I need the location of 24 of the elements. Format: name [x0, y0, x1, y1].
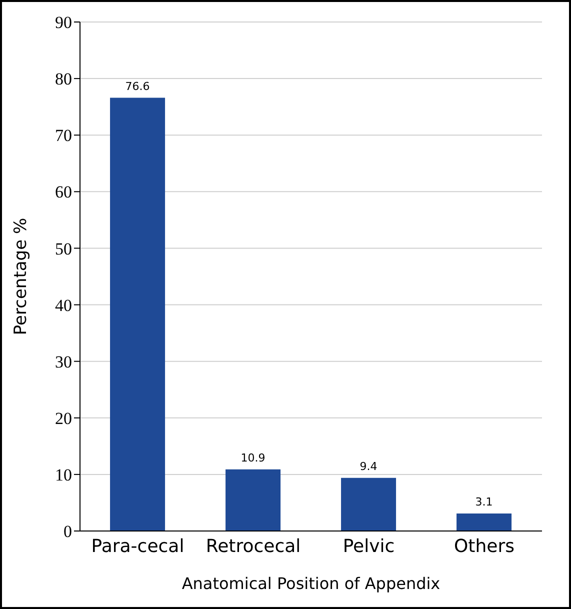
- x-tick-label: Others: [454, 536, 514, 557]
- data-label: 76.6: [125, 80, 150, 93]
- data-label: 3.1: [475, 495, 493, 508]
- bar: [110, 98, 166, 531]
- y-tick-label: 70: [55, 126, 72, 146]
- y-tick-label: 20: [55, 408, 72, 428]
- y-tick-label: 30: [55, 352, 72, 372]
- y-axis-title: Percentage %: [11, 218, 32, 336]
- data-label: 9.4: [360, 460, 378, 473]
- data-label: 10.9: [240, 451, 266, 464]
- bar: [226, 469, 281, 531]
- bar: [341, 478, 396, 531]
- y-tick-label: 40: [55, 296, 72, 315]
- y-tick-label: 0: [64, 522, 72, 542]
- y-tick-label: 60: [55, 182, 72, 202]
- x-tick-label: Para-cecal: [91, 536, 184, 557]
- x-tick-label: Retrocecal: [206, 536, 301, 557]
- y-tick-label: 90: [55, 13, 72, 32]
- bar: [456, 513, 512, 531]
- x-tick-label: Pelvic: [342, 536, 395, 557]
- x-axis-title: Anatomical Position of Appendix: [182, 574, 440, 593]
- y-tick-label: 80: [55, 70, 72, 89]
- y-tick-label: 10: [55, 465, 72, 484]
- y-tick-label: 50: [55, 239, 72, 258]
